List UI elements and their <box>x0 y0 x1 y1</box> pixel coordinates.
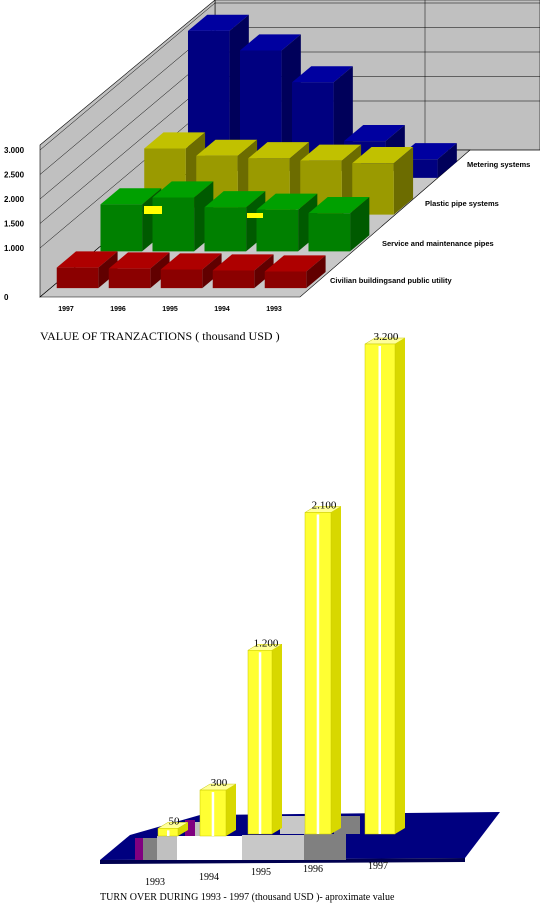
bar-top <box>352 147 414 164</box>
x-tick-label: 1995 <box>251 867 271 878</box>
y-tick-label: 3.000 <box>4 146 25 155</box>
chart1-title: VALUE OF TRANZACTIONS ( thousand USD ) <box>40 329 280 343</box>
gridline <box>39 100 216 249</box>
bar-top <box>212 254 274 271</box>
gridline <box>39 51 216 200</box>
bar <box>264 271 307 289</box>
bar-top <box>160 253 222 270</box>
data-label: 300 <box>211 777 228 789</box>
bar-side <box>350 197 370 252</box>
gridline <box>39 76 216 224</box>
bar-top <box>256 193 318 210</box>
bar-top <box>56 251 118 268</box>
x-tick-label: 1994 <box>214 306 230 313</box>
bar-top <box>291 66 353 83</box>
floor-tile <box>304 834 346 860</box>
bar-side <box>98 251 118 289</box>
bar-side <box>393 147 414 215</box>
y-tick-label: 2.000 <box>4 195 25 204</box>
gridline <box>39 27 216 175</box>
bar <box>152 197 195 252</box>
bar-side <box>178 822 188 836</box>
bar <box>256 209 299 252</box>
bar-side <box>306 255 326 289</box>
highlight-mark <box>247 213 263 218</box>
bar-top <box>152 181 214 198</box>
bar-highlight <box>378 346 381 834</box>
y-tick-label: 0 <box>4 293 9 302</box>
bar-top <box>239 34 301 51</box>
bar <box>204 207 247 252</box>
bars <box>56 14 457 289</box>
data-labels: 50 300 1.200 2.100 3.200 <box>169 331 399 827</box>
x-tick-label: 1993 <box>266 306 282 313</box>
y-tick-labels: 0 1.000 1.500 2.000 2.500 3.000 <box>4 146 25 302</box>
floor-tile <box>135 838 143 860</box>
bar-side <box>150 252 170 289</box>
bar-top <box>144 132 206 149</box>
bar-side <box>331 506 341 834</box>
bar <box>160 269 203 289</box>
bar-top <box>100 188 162 205</box>
bar-side <box>202 253 222 289</box>
bar-side <box>437 143 457 178</box>
bar <box>108 268 151 289</box>
x-tick-label: 1993 <box>145 877 165 888</box>
y-tick-label: 2.500 <box>4 171 25 180</box>
x-tick-labels: 1997 1996 1995 1994 1993 <box>58 306 282 313</box>
series-labels: Civilian buildingsand public utility Serv… <box>330 160 530 285</box>
series-label: Plastic pipe systems <box>425 199 499 208</box>
bar-top <box>187 14 249 31</box>
x-tick-labels: 1993 1994 1995 1996 1997 <box>145 861 388 888</box>
bar-top <box>343 125 405 142</box>
y-tick-label: 1.500 <box>4 220 25 229</box>
bar-top <box>308 197 370 214</box>
bar-top <box>108 252 170 269</box>
x-tick-label: 1997 <box>368 861 388 872</box>
highlight-mark <box>144 206 162 214</box>
x-tick-label: 1997 <box>58 306 74 313</box>
x-tick-label: 1994 <box>199 872 219 883</box>
floor-tile <box>143 838 157 860</box>
bar <box>308 213 351 252</box>
bar-top <box>196 139 258 156</box>
y-tick-label: 1.000 <box>4 244 25 253</box>
gridline <box>39 2 216 151</box>
bar-highlight <box>316 514 320 834</box>
bar-top <box>204 191 266 208</box>
series-label: Service and maintenance pipes <box>382 239 494 248</box>
floor-tile <box>242 835 304 860</box>
data-label: 50 <box>169 815 181 827</box>
floor-tile <box>177 836 242 860</box>
bar <box>100 204 143 252</box>
bar-top <box>300 144 362 161</box>
bar-side <box>272 644 282 834</box>
data-label: 3.200 <box>374 331 399 343</box>
series-label: Civilian buildingsand public utility <box>330 276 452 285</box>
data-label: 1.200 <box>254 637 279 649</box>
bar-top <box>264 255 326 272</box>
bar-highlight <box>258 652 262 834</box>
bar <box>212 270 255 289</box>
bar-highlight <box>211 792 215 836</box>
x-tick-label: 1996 <box>303 864 323 875</box>
x-tick-label: 1996 <box>110 306 126 313</box>
x-tick-label: 1995 <box>162 306 178 313</box>
chart2-title: TURN OVER DURING 1993 - 1997 (thousand U… <box>100 892 395 903</box>
floor-tile <box>157 836 177 860</box>
floor-tile <box>185 820 195 836</box>
bar-top <box>248 142 310 159</box>
bar-side <box>226 784 236 836</box>
bar <box>56 267 99 289</box>
bar-side <box>395 338 405 834</box>
bars <box>157 337 406 837</box>
bar-side <box>254 254 274 289</box>
bar-highlight <box>167 830 170 836</box>
data-label: 2.100 <box>312 499 337 511</box>
series-label: Metering systems <box>467 160 530 169</box>
